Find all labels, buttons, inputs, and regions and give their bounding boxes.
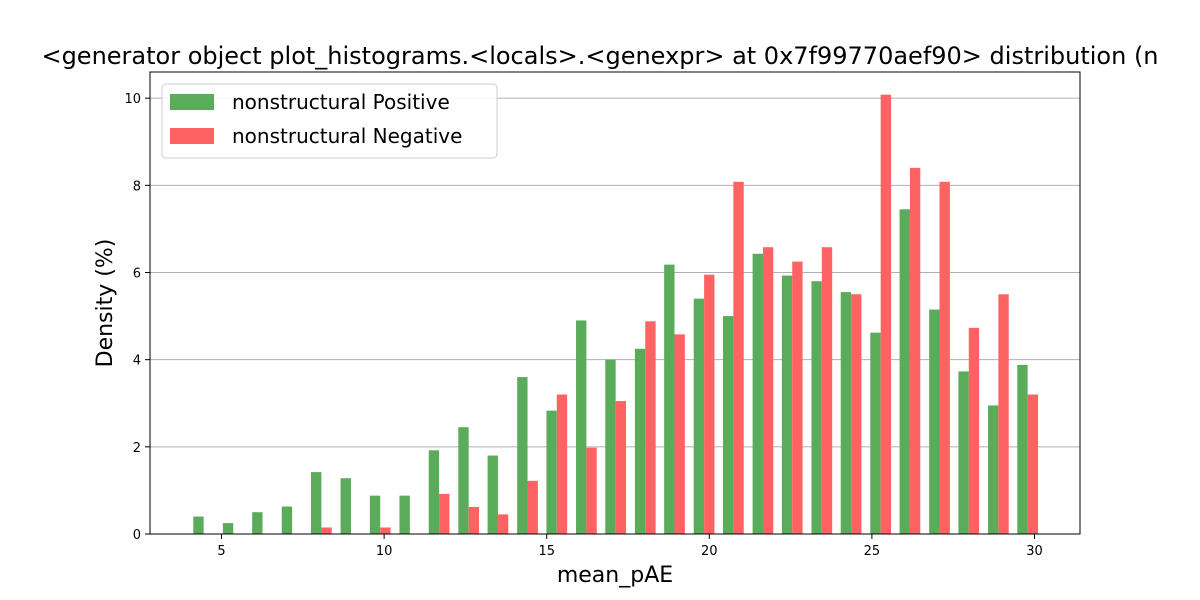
x-tick-label: 5 (217, 544, 225, 559)
y-tick-label: 8 (133, 179, 141, 194)
bar-negative (880, 94, 892, 534)
bar-positive (605, 359, 616, 534)
x-tick-label: 25 (864, 544, 881, 559)
bar-negative (939, 181, 950, 534)
bar-negative (792, 261, 803, 534)
bar-positive (899, 209, 910, 534)
bar-negative (998, 294, 1009, 534)
bar-positive (487, 455, 498, 534)
bar-positive (428, 450, 440, 534)
bar-negative (615, 401, 627, 534)
bar-positive (281, 506, 293, 534)
bar-negative (527, 480, 538, 534)
bar-negative (468, 506, 480, 534)
chart-title: <generator object plot_histograms.<local… (41, 42, 1158, 70)
x-tick-label: 20 (701, 544, 718, 559)
bar-positive (929, 309, 940, 534)
bar-positive (693, 298, 705, 534)
x-axis-label: mean_pAE (557, 563, 673, 588)
bar-positive (840, 292, 852, 534)
bar-positive (340, 478, 351, 534)
legend-box (161, 83, 498, 159)
bar-negative (1027, 394, 1039, 534)
bar-positive (399, 495, 410, 534)
legend-label: nonstructural Negative (232, 124, 462, 148)
bar-negative (439, 493, 450, 534)
bar-positive (576, 320, 587, 534)
bar-positive (988, 405, 999, 534)
bars (193, 94, 1039, 535)
bar-positive (752, 253, 763, 534)
y-tick-label: 4 (133, 354, 141, 369)
bar-negative (733, 181, 744, 534)
bar-negative (821, 247, 833, 535)
bar-positive (1017, 364, 1028, 534)
y-tick-label: 2 (133, 441, 141, 456)
bar-positive (781, 275, 793, 534)
bar-negative (556, 394, 568, 534)
plot-frame (149, 71, 1081, 535)
y-tick-label: 6 (133, 266, 141, 281)
bar-positive (517, 377, 528, 534)
legend-swatch (170, 128, 214, 144)
bar-positive (222, 523, 234, 534)
bar-positive (311, 472, 322, 534)
bar-negative (968, 327, 980, 534)
x-tick-label: 30 (1026, 544, 1043, 559)
bar-negative (674, 334, 685, 534)
bar-positive (458, 427, 469, 534)
legend: nonstructural Positive nonstructural Nega… (161, 83, 498, 159)
bar-negative (704, 274, 715, 534)
legend-label: nonstructural Positive (232, 90, 450, 114)
bar-positive (811, 281, 822, 534)
bar-negative (586, 447, 597, 534)
y-tick-label: 0 (133, 528, 141, 543)
bar-positive (369, 495, 381, 534)
bar-positive (634, 348, 646, 534)
bar-positive (252, 512, 263, 534)
bar-negative (851, 294, 862, 534)
bar-positive (958, 371, 969, 534)
bar-positive (723, 316, 734, 534)
y-tick-label: 10 (124, 92, 141, 107)
bar-negative (497, 514, 509, 534)
axis-ticks: 0 2 4 6 8 10 5 10 15 20 25 30 (124, 92, 1042, 559)
bar-negative (321, 527, 332, 534)
bar-positive (546, 410, 557, 534)
bar-positive (870, 332, 881, 534)
bar-negative (645, 321, 656, 534)
bar-positive (664, 264, 675, 534)
x-tick-label: 10 (376, 544, 393, 559)
bar-negative (762, 247, 774, 535)
x-tick-label: 15 (538, 544, 555, 559)
bar-negative (380, 527, 391, 534)
bar-negative (909, 167, 921, 535)
bar-positive (193, 516, 204, 534)
legend-swatch (170, 94, 214, 110)
y-axis-label: Density (%) (93, 239, 118, 368)
